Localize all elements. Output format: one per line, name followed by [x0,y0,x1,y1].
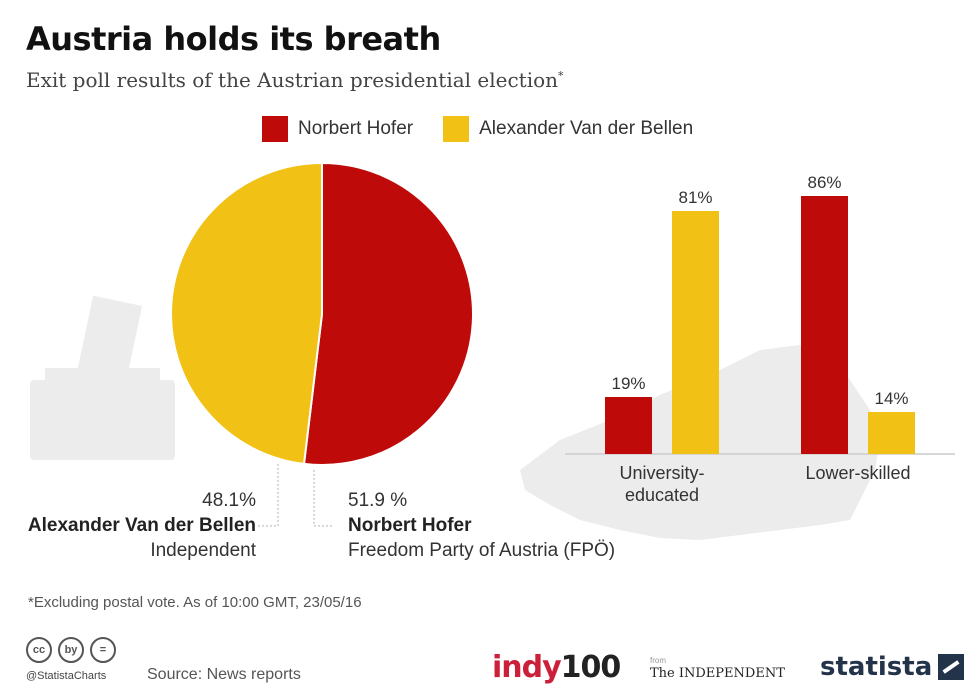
bar-hofer-1 [801,196,848,454]
pie-leader-lines [256,463,335,527]
bar-vdb-0 [672,211,719,454]
category-label-1-0: Lower-skilled [805,463,910,483]
pie-name-hofer: Norbert Hofer [348,515,472,536]
independent-logo: The INDEPENDENT [650,666,785,681]
legend: Norbert Hofer Alexander Van der Bellen [262,116,723,142]
bar-value-label-vdb-1: 14% [874,389,908,408]
pie-name-vdb: Alexander Van der Bellen [27,515,256,536]
statista-logo-mark-icon [938,654,965,680]
pie-label-hofer: 51.9 % Norbert Hofer Freedom Party of Au… [348,488,615,563]
bar-value-label-hofer-1: 86% [807,173,841,192]
bar-value-label-hofer-0: 19% [611,374,645,393]
leader-line-hofer [313,469,335,527]
legend-label-hofer: Norbert Hofer [298,118,414,139]
statista-logo: statista [820,652,965,682]
bar-vdb-1 [868,412,915,454]
attribution-icon: by [58,637,84,663]
no-derivatives-icon: = [90,637,116,663]
bar-value-label-vdb-0: 81% [678,188,712,207]
pie-slice-vdb [170,161,323,466]
cc-icon: cc [26,637,52,663]
license-icons: cc by = [26,637,122,663]
legend-item-vdb: Alexander Van der Bellen [443,116,693,142]
pie-slice-hofer [302,161,474,466]
chart-title: Austria holds its breath [26,20,441,58]
pie-chart [170,161,474,466]
pie-detail-hofer: Freedom Party of Austria (FPÖ) [348,540,616,561]
indy100-logo: indy100 [492,650,621,685]
category-label-0-1: educated [625,485,699,505]
category-label-0-0: University- [619,463,704,483]
footnote: *Excluding postal vote. As of 10:00 GMT,… [28,594,362,611]
legend-swatch-hofer [262,116,288,142]
pie-value-vdb: 48.1% [202,490,256,511]
legend-swatch-vdb [443,116,470,142]
statista-handle: @StatistaCharts [26,670,107,682]
bar-chart: 19% 81% University-educated 86% 14% Lower-ski… [605,173,915,505]
pie-detail-vdb: Independent [150,540,256,561]
bar-hofer-0 [605,397,652,454]
legend-label-vdb: Alexander Van der Bellen [479,118,694,139]
pie-value-hofer: 51.9 % [348,490,408,511]
leader-line-vdb [256,463,279,527]
legend-item-hofer: Norbert Hofer [262,116,413,142]
logo-from-text: from [650,656,666,665]
source-note: Source: News reports [147,666,301,683]
ballot-box-icon [30,295,175,460]
chart-subtitle: Exit poll results of the Austrian presid… [26,68,564,92]
pie-label-vdb: 48.1% Alexander Van der Bellen Independe… [26,488,256,563]
